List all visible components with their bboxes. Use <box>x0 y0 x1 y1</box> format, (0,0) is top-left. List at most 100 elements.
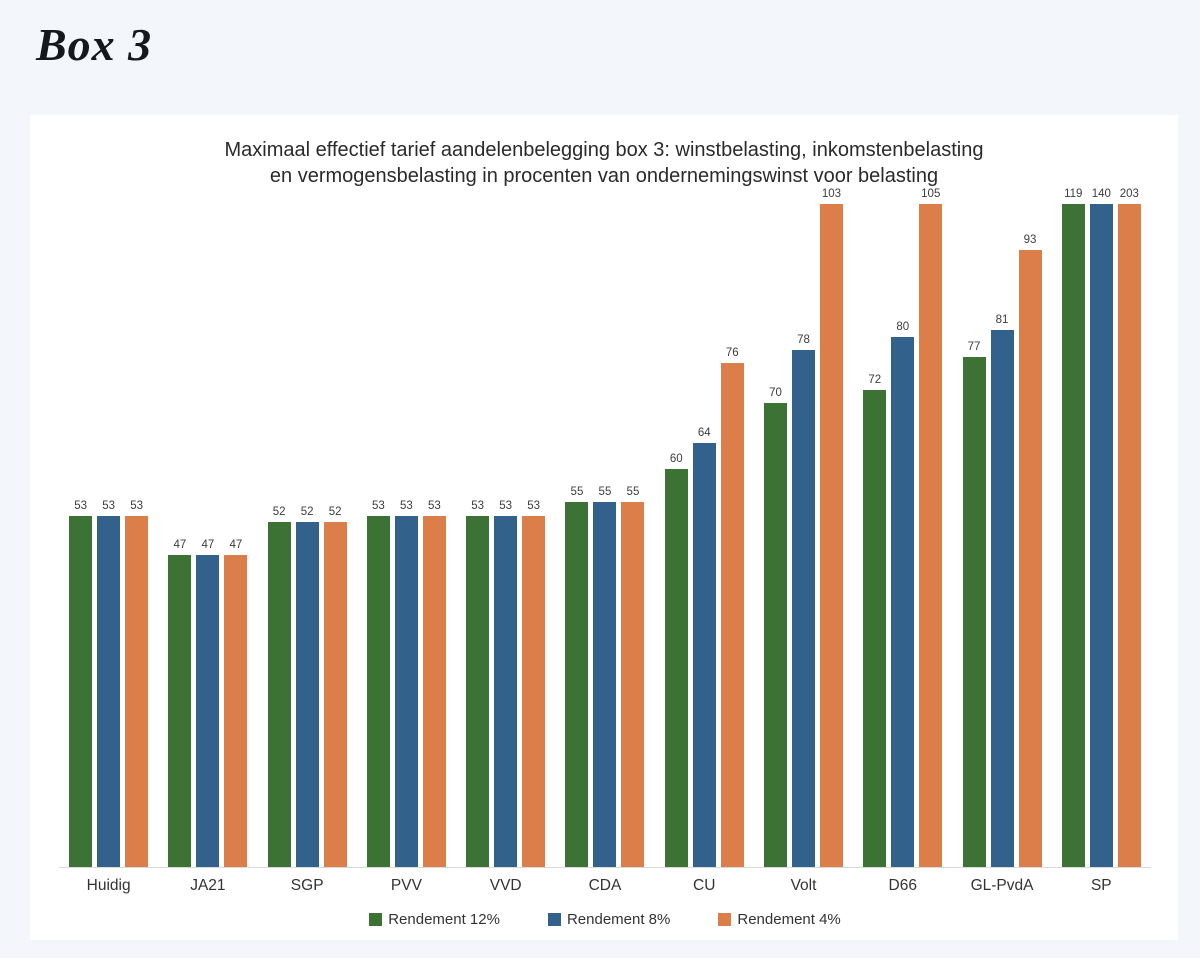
bar-value-label: 52 <box>300 506 314 519</box>
bar <box>97 515 121 867</box>
bar <box>494 515 518 867</box>
page-title: Box 3 <box>36 19 153 70</box>
bar-wrap: 80 <box>891 320 915 867</box>
bar-value-label: 47 <box>173 539 187 552</box>
bar-wrap: 53 <box>97 499 121 867</box>
bar-value-label: 77 <box>967 340 981 353</box>
x-axis-label: CDA <box>588 877 622 894</box>
bar-value-label: 140 <box>1091 188 1111 200</box>
bar <box>1089 204 1113 867</box>
legend-item: Rendement 12% <box>369 911 500 928</box>
legend-item: Rendement 4% <box>718 911 841 928</box>
plot-area: 53 53 53 47 47 47 52 52 52 53 53 53 53 53 53 55 55 55 60 64… <box>59 188 1151 868</box>
x-axis-label: Volt <box>790 877 817 894</box>
bar-value-label: 72 <box>868 373 882 386</box>
bar <box>720 363 744 867</box>
bar-value-label: 103 <box>821 188 842 200</box>
chart-title: Maximaal effectief tarief aandelenbelegg… <box>30 115 1178 189</box>
bar-wrap: 60 <box>664 453 688 867</box>
bar-wrap: 53 <box>394 499 418 867</box>
bar-value-label: 80 <box>896 320 910 333</box>
bar-wrap: 55 <box>565 486 589 867</box>
bar-wrap: 53 <box>466 499 490 867</box>
x-axis-label: Huidig <box>86 877 131 894</box>
bar-value-label: 105 <box>921 188 941 200</box>
bar-value-label: 78 <box>797 333 810 346</box>
bar-value-label: 64 <box>697 426 711 439</box>
bar-group: 52 52 52 <box>258 205 357 867</box>
legend: Rendement 12% Rendement 8% Rendement 4% <box>59 911 1151 928</box>
bar <box>422 515 446 867</box>
bar-wrap: 64 <box>692 426 716 867</box>
bar-value-label: 53 <box>499 499 513 512</box>
x-axis-label: JA21 <box>190 877 226 894</box>
bar-wrap: 105 <box>919 188 943 867</box>
bar-wrap: 47 <box>168 539 192 867</box>
bar-value-label: 53 <box>74 499 88 512</box>
bar <box>621 502 645 867</box>
bar-wrap: 47 <box>224 539 248 867</box>
bar <box>466 515 490 867</box>
legend-swatch-icon <box>547 913 561 926</box>
bar <box>692 442 716 867</box>
bar-value-label: 47 <box>229 539 243 552</box>
x-axis-label: GL-PvdA <box>970 877 1034 894</box>
bar-group: 53 53 53 <box>357 205 456 867</box>
bar-value-label: 53 <box>428 499 441 512</box>
legend-swatch-icon <box>369 913 383 926</box>
bar <box>1117 204 1141 867</box>
bar-wrap: 53 <box>494 499 518 867</box>
bar <box>69 515 93 867</box>
bar-wrap: 53 <box>125 499 149 867</box>
bar <box>295 522 319 867</box>
bar-value-label: 53 <box>102 499 116 512</box>
bar-wrap: 119 <box>1061 188 1085 867</box>
bar <box>394 515 418 867</box>
bar <box>565 502 589 867</box>
bar-group: 53 53 53 <box>59 205 158 867</box>
bar-wrap: 70 <box>763 386 787 867</box>
bar-value-label: 203 <box>1119 188 1139 200</box>
bar-wrap: 78 <box>791 333 815 867</box>
bar-wrap: 53 <box>366 499 390 867</box>
bar-group: 47 47 47 <box>158 205 257 867</box>
bar-wrap: 76 <box>720 347 744 867</box>
bar-wrap: 53 <box>522 499 546 867</box>
bar <box>962 356 986 867</box>
bar-wrap: 52 <box>295 506 319 867</box>
bar-group: 70 78 103 <box>754 188 853 867</box>
bar-value-label: 53 <box>372 499 385 512</box>
bar <box>1061 204 1085 867</box>
bar-value-label: 53 <box>130 499 144 512</box>
bar-wrap: 52 <box>267 506 291 867</box>
bar-value-label: 55 <box>598 486 612 499</box>
bar-group: 60 64 76 <box>655 205 754 867</box>
bar-wrap: 203 <box>1117 188 1141 867</box>
bar <box>168 555 192 867</box>
bar <box>267 522 291 867</box>
bar-value-label: 53 <box>471 499 485 512</box>
bar <box>366 515 390 867</box>
bar-wrap: 47 <box>196 539 220 867</box>
bar-value-label: 93 <box>1023 234 1037 247</box>
bar-wrap: 53 <box>422 499 446 867</box>
legend-label: Rendement 4% <box>737 911 841 928</box>
bar-wrap: 140 <box>1089 188 1113 867</box>
legend-label: Rendement 12% <box>388 911 500 928</box>
bar-value-label: 53 <box>527 499 541 512</box>
bar-wrap: 53 <box>69 499 93 867</box>
bar-value-label: 53 <box>400 499 413 512</box>
bar-group: 119 140 203 <box>1052 188 1151 867</box>
bar-value-label: 70 <box>769 386 782 399</box>
bar-value-label: 81 <box>995 313 1009 326</box>
bar-value-label: 52 <box>272 506 286 519</box>
chart-title-line-1: Maximaal effectief tarief aandelenbelegg… <box>224 139 984 161</box>
bar-value-label: 55 <box>570 486 584 499</box>
chart-title-line-2: en vermogensbelasting in procenten van o… <box>269 165 939 187</box>
bar-wrap: 55 <box>621 486 645 867</box>
bar <box>819 204 843 867</box>
x-axis-label: SP <box>1090 877 1112 894</box>
bar-wrap: 72 <box>863 373 887 867</box>
bar-group: 77 81 93 <box>952 205 1051 867</box>
bar <box>1018 250 1042 867</box>
